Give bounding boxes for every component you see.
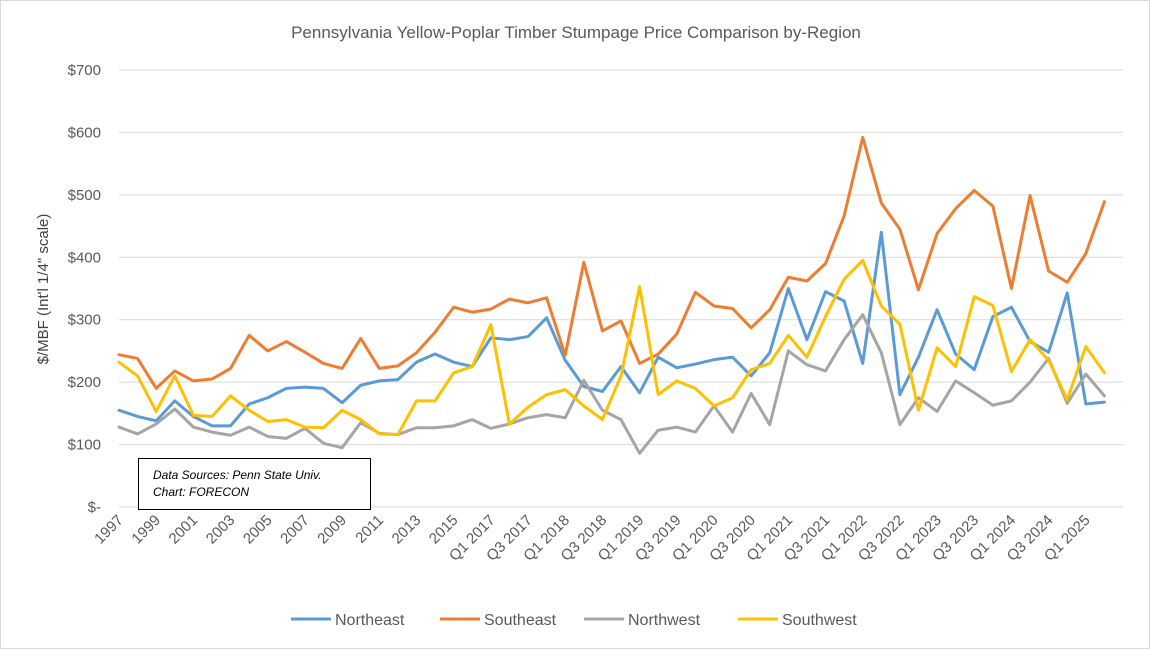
y-tick-label: $-	[88, 499, 101, 516]
y-tick-label: $300	[68, 312, 101, 329]
series-line-northwest	[117, 313, 1106, 455]
x-tick-label: 2005	[240, 512, 276, 548]
x-tick-label: 2003	[203, 512, 239, 548]
x-tick-label: 1997	[91, 512, 127, 548]
y-tick-label: $700	[68, 62, 101, 79]
x-tick-label: 2007	[277, 512, 313, 548]
legend-label-southwest: Southwest	[782, 612, 857, 629]
series-lines	[117, 135, 1106, 455]
legend-label-northeast: Northeast	[335, 612, 405, 629]
chart-credit-line: Chart: FORECON	[153, 485, 250, 499]
data-source-line: Data Sources: Penn State Univ.	[153, 468, 322, 482]
x-tick-label: 2013	[389, 512, 425, 548]
gridlines	[119, 69, 1123, 508]
y-tick-label: $500	[68, 187, 101, 204]
x-tick-label: 2001	[166, 512, 202, 548]
y-tick-label: $400	[68, 249, 101, 266]
series-line-southeast	[117, 135, 1106, 390]
x-tick-label: 1999	[128, 512, 164, 548]
legend: Northeast Southeast Northwest Southwest	[291, 612, 857, 629]
x-tick-label: 2011	[352, 512, 387, 547]
legend-label-southeast: Southeast	[484, 612, 557, 629]
y-tick-label: $200	[68, 374, 101, 391]
series-line-southwest	[117, 258, 1106, 437]
y-tick-label: $100	[68, 437, 101, 454]
y-axis-ticks: $700 $600 $500 $400 $300 $200 $100 $-	[68, 62, 101, 516]
x-axis-ticks: 1997 1999 2001 2003 2005 2007 2009 2011 2013 2015…	[91, 512, 1093, 565]
data-source-note: Data Sources: Penn State Univ. Chart: FO…	[138, 458, 371, 510]
legend-label-northwest: Northwest	[628, 612, 701, 629]
y-axis-label: $/MBF (Int'l 1/4" scale)	[35, 214, 52, 365]
y-tick-label: $600	[68, 124, 101, 141]
series-line-northeast	[117, 230, 1106, 428]
x-tick-label: 2009	[314, 512, 350, 548]
chart-title: Pennsylvania Yellow-Poplar Timber Stumpa…	[291, 23, 861, 42]
